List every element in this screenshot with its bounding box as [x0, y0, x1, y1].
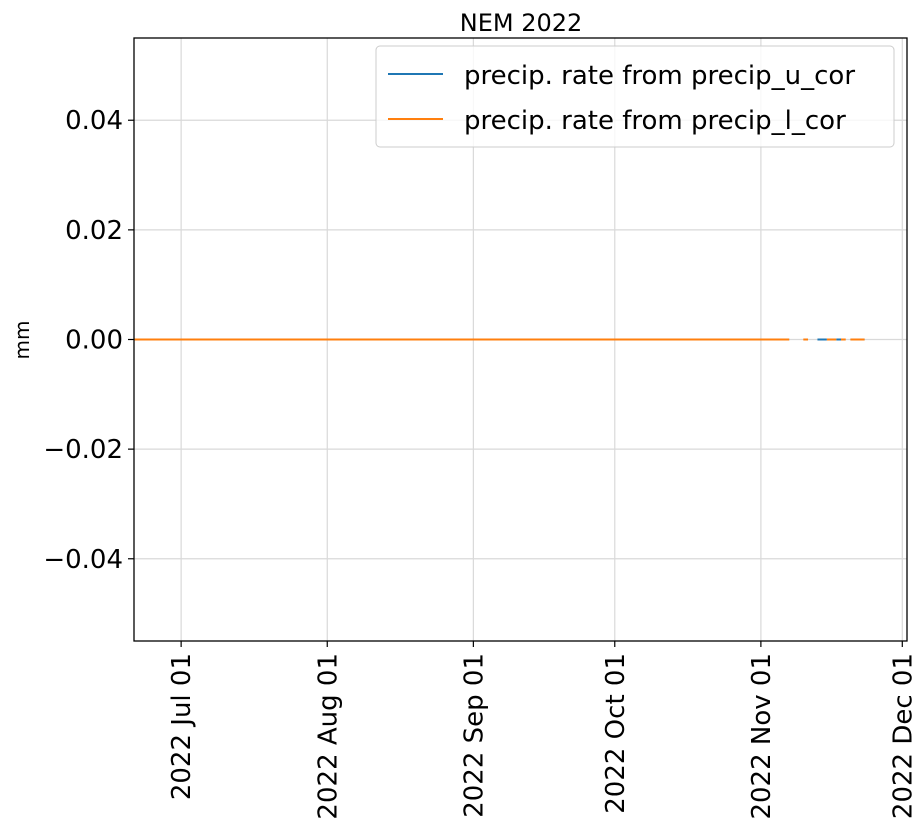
- y-axis-label: mm: [10, 321, 34, 360]
- x-tick-label: 2022 Oct 01: [601, 653, 631, 814]
- y-tick-label: −0.02: [43, 435, 123, 465]
- y-tick-label: −0.04: [43, 545, 123, 575]
- x-tick-label: 2022 Dec 01: [888, 653, 918, 819]
- legend: precip. rate from precip_u_cor precip. r…: [375, 45, 895, 148]
- x-tick-label: 2022 Jul 01: [167, 653, 197, 800]
- legend-box: [375, 45, 895, 148]
- x-tick-label: 2022 Sep 01: [459, 653, 489, 818]
- legend-label-u-cor: precip. rate from precip_u_cor: [464, 61, 855, 91]
- legend-label-l-cor: precip. rate from precip_l_cor: [464, 106, 846, 136]
- y-tick-label: 0.02: [65, 216, 123, 246]
- y-tick-label: 0.04: [65, 106, 123, 136]
- x-tick-label: 2022 Aug 01: [313, 653, 343, 820]
- x-axis: 2022 Jul 01 2022 Aug 01 2022 Sep 01 2022 Oc…: [167, 641, 918, 820]
- chart-title: NEM 2022: [460, 9, 583, 37]
- x-tick-label: 2022 Nov 01: [747, 653, 777, 820]
- y-axis: 0.04 0.02 0.00 −0.02 −0.04: [43, 106, 134, 575]
- y-tick-label: 0.00: [65, 326, 123, 356]
